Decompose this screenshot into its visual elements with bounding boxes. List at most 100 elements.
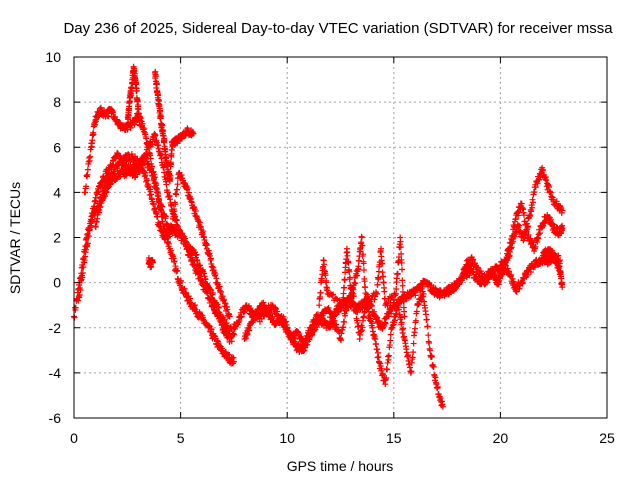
series-track-9 (241, 288, 446, 410)
data-point (77, 286, 84, 293)
series-track-5 (124, 63, 144, 130)
data-point (90, 131, 97, 138)
data-point (321, 261, 328, 268)
data-point (532, 243, 539, 250)
data-point (397, 244, 404, 251)
data-point (372, 336, 379, 343)
data-point (340, 324, 347, 331)
data-point (152, 132, 159, 139)
data-point (337, 337, 344, 344)
data-point (543, 177, 550, 184)
data-point (470, 256, 477, 263)
data-points (71, 63, 566, 410)
data-point (374, 346, 381, 353)
data-point (174, 181, 181, 188)
y-tick-label: 2 (53, 230, 61, 246)
data-point (410, 340, 417, 347)
data-point (366, 301, 373, 308)
data-point (395, 306, 402, 313)
x-tick-label: 20 (493, 430, 509, 446)
data-point (358, 327, 365, 334)
data-point (344, 304, 351, 311)
data-point (166, 240, 173, 247)
data-point (367, 300, 374, 307)
data-point (399, 266, 406, 273)
data-point (381, 288, 388, 295)
data-point (510, 278, 517, 285)
data-point (379, 371, 386, 378)
data-point (362, 284, 369, 291)
data-point (322, 272, 329, 279)
data-point (222, 300, 229, 307)
data-point (512, 231, 519, 238)
data-point (162, 213, 169, 220)
data-point (384, 366, 391, 373)
data-point (521, 212, 528, 219)
data-point (540, 166, 547, 173)
data-point (398, 250, 405, 257)
data-point (366, 312, 373, 319)
data-point (524, 225, 531, 232)
data-point (100, 193, 107, 200)
data-point (408, 368, 415, 375)
data-point (165, 233, 172, 240)
data-point (133, 87, 140, 94)
data-point (475, 264, 482, 271)
data-point (558, 275, 565, 282)
y-tick-label: -4 (49, 365, 62, 381)
x-axis-label: GPS time / hours (287, 458, 394, 474)
data-point (221, 296, 228, 303)
data-point (149, 163, 156, 170)
y-tick-label: 6 (53, 139, 61, 155)
data-point (384, 359, 391, 366)
data-point (146, 192, 153, 199)
data-point (153, 81, 160, 88)
data-point (419, 293, 426, 300)
data-point (359, 242, 366, 249)
data-point (341, 319, 348, 326)
data-point (228, 338, 235, 345)
data-point (508, 271, 515, 278)
data-point (496, 275, 503, 282)
series-track-12 (493, 200, 566, 288)
data-point (238, 313, 245, 320)
data-point (516, 222, 523, 229)
data-point (158, 202, 165, 209)
data-point (84, 166, 91, 173)
x-tick-label: 15 (386, 430, 402, 446)
data-point (117, 119, 124, 126)
data-point (412, 317, 419, 324)
data-point (385, 352, 392, 359)
data-point (93, 198, 100, 205)
x-tick-label: 10 (279, 430, 295, 446)
data-point (289, 334, 296, 341)
data-point (422, 311, 429, 318)
data-point (409, 354, 416, 361)
data-point (224, 351, 231, 358)
data-point (412, 292, 419, 299)
data-point (221, 316, 228, 323)
data-point (224, 306, 231, 313)
data-point (527, 235, 534, 242)
data-point (79, 269, 86, 276)
data-point (352, 280, 359, 287)
data-point (230, 331, 237, 338)
data-point (527, 269, 534, 276)
data-point (145, 142, 152, 149)
data-point (374, 290, 381, 297)
data-point (397, 314, 404, 321)
data-point (177, 277, 184, 284)
data-point (207, 255, 214, 262)
data-point (521, 235, 528, 242)
x-tick-label: 25 (599, 430, 615, 446)
series-track-10 (316, 233, 408, 320)
data-point (353, 308, 360, 315)
data-point (425, 332, 432, 339)
data-point (156, 220, 163, 227)
data-point (428, 353, 435, 360)
data-point (330, 291, 337, 298)
data-point (527, 211, 534, 218)
axis-ticks: 0 5 10 15 20 25 -6 -4 -2 0 2 4 6 8 10 (45, 49, 615, 446)
data-point (559, 207, 566, 214)
